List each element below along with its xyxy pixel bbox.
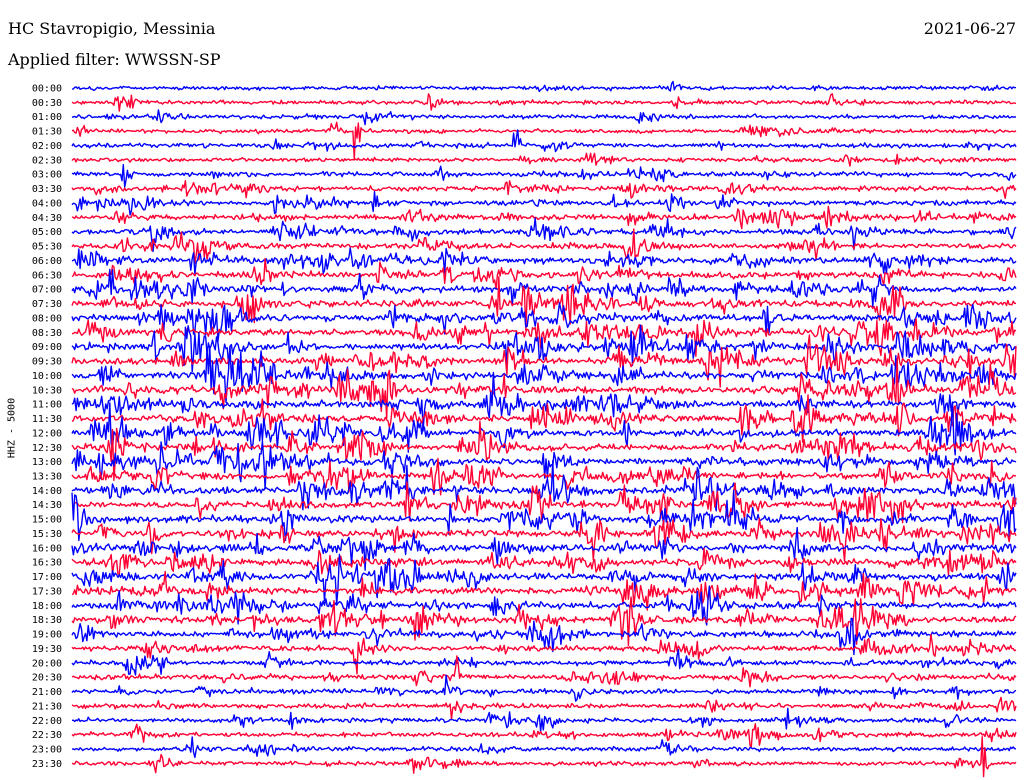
row-tick-label: 05:30 bbox=[32, 242, 62, 253]
row-tick-label: 13:30 bbox=[32, 471, 62, 482]
row-tick-label: 08:30 bbox=[32, 328, 62, 339]
row-tick-label: 10:00 bbox=[32, 371, 62, 382]
station-title: HC Stavropigio, Messinia bbox=[8, 19, 216, 38]
seismic-trace-row bbox=[71, 707, 1017, 733]
row-tick-label: 22:00 bbox=[32, 716, 62, 727]
seismic-trace-row bbox=[71, 163, 1017, 188]
seismic-trace-row bbox=[71, 371, 1017, 432]
row-tick-label: 09:00 bbox=[32, 342, 62, 353]
row-tick-label: 09:30 bbox=[32, 357, 62, 368]
seismic-trace-row bbox=[71, 345, 1017, 404]
seismic-trace-row bbox=[71, 205, 1017, 230]
row-tick-label: 02:00 bbox=[32, 141, 62, 152]
seismic-trace-row bbox=[71, 129, 1017, 153]
seismic-trace-row bbox=[71, 696, 1017, 720]
row-tick-label: 17:00 bbox=[32, 572, 62, 583]
seismic-trace-row bbox=[71, 481, 1017, 525]
row-tick-label: 10:30 bbox=[32, 385, 62, 396]
seismic-trace-row bbox=[71, 723, 1017, 748]
seismic-trace-row bbox=[71, 736, 1017, 759]
seismic-trace-row bbox=[71, 257, 1017, 290]
seismic-trace-row bbox=[71, 517, 1017, 562]
row-tick-label: 12:00 bbox=[32, 428, 62, 439]
row-tick-label: 21:30 bbox=[32, 701, 62, 712]
seismic-trace-row bbox=[71, 633, 1017, 675]
row-tick-label: 14:30 bbox=[32, 500, 62, 511]
seismic-trace-row bbox=[71, 247, 1017, 275]
seismic-trace-row bbox=[71, 596, 1017, 647]
seismic-trace-row bbox=[71, 268, 1017, 308]
seismic-trace-row bbox=[71, 736, 1017, 778]
row-tick-label: 19:30 bbox=[32, 644, 62, 655]
row-tick-label: 18:00 bbox=[32, 601, 62, 612]
seismic-trace-row bbox=[71, 674, 1017, 702]
seismic-trace-row bbox=[71, 217, 1017, 253]
seismic-trace-row bbox=[71, 648, 1017, 676]
seismic-trace-row bbox=[71, 401, 1017, 456]
seismic-trace-row bbox=[71, 570, 1017, 611]
seismic-trace-row bbox=[71, 489, 1017, 542]
row-tick-label: 18:30 bbox=[32, 615, 62, 626]
seismic-trace-row bbox=[71, 152, 1017, 167]
row-tick-label: 00:30 bbox=[32, 98, 62, 109]
row-tick-label: 12:30 bbox=[32, 443, 62, 454]
row-tick-label: 08:00 bbox=[32, 313, 62, 324]
row-tick-label: 15:30 bbox=[32, 529, 62, 540]
row-tick-label: 00:00 bbox=[32, 84, 62, 95]
seismic-trace-row bbox=[71, 460, 1017, 512]
row-tick-label: 14:00 bbox=[32, 486, 62, 497]
row-tick-label: 16:30 bbox=[32, 558, 62, 569]
row-tick-label: 06:30 bbox=[32, 270, 62, 281]
seismic-trace-row bbox=[71, 440, 1017, 490]
row-tick-label: 03:30 bbox=[32, 184, 62, 195]
seismic-trace-row bbox=[71, 526, 1017, 571]
row-tick-label: 23:30 bbox=[32, 759, 62, 770]
row-tick-label: 06:00 bbox=[32, 256, 62, 267]
row-tick-label: 03:00 bbox=[32, 170, 62, 181]
row-tick-label: 15:00 bbox=[32, 515, 62, 526]
row-tick-label: 11:00 bbox=[32, 400, 62, 411]
seismic-trace-row bbox=[71, 228, 1017, 265]
row-tick-label: 05:00 bbox=[32, 227, 62, 238]
row-tick-label: 23:00 bbox=[32, 745, 62, 756]
row-tick-label: 02:30 bbox=[32, 155, 62, 166]
seismic-trace-row bbox=[71, 585, 1017, 626]
seismic-trace-row bbox=[71, 420, 1017, 481]
row-tick-label: 19:00 bbox=[32, 630, 62, 641]
row-tick-label: 16:00 bbox=[32, 543, 62, 554]
seismic-trace-row bbox=[71, 121, 1017, 161]
row-tick-label: 04:30 bbox=[32, 213, 62, 224]
row-tick-label: 07:30 bbox=[32, 299, 62, 310]
row-tick-label: 22:30 bbox=[32, 730, 62, 741]
row-tick-label: 04:00 bbox=[32, 198, 62, 209]
filter-label: Applied filter: WWSSN-SP bbox=[8, 50, 221, 69]
row-tick-label: 01:30 bbox=[32, 127, 62, 138]
row-tick-label: 11:30 bbox=[32, 414, 62, 425]
seismic-trace-row bbox=[71, 394, 1017, 443]
row-tick-label: 01:00 bbox=[32, 112, 62, 123]
seismic-trace-row bbox=[71, 547, 1017, 576]
seismic-trace-row bbox=[71, 357, 1017, 420]
seismic-trace-row bbox=[71, 553, 1017, 605]
seismic-trace-row bbox=[71, 302, 1017, 343]
seismic-trace-row bbox=[71, 655, 1017, 688]
date-label: 2021-06-27 bbox=[923, 19, 1016, 38]
seismic-trace-row bbox=[71, 80, 1017, 93]
row-tick-label: 21:00 bbox=[32, 687, 62, 698]
row-tick-label: 20:00 bbox=[32, 658, 62, 669]
row-tick-label: 07:00 bbox=[32, 285, 62, 296]
seismic-trace-row bbox=[71, 191, 1017, 216]
row-tick-label: 13:00 bbox=[32, 457, 62, 468]
seismic-trace-row bbox=[71, 109, 1017, 126]
seismic-trace-row bbox=[71, 180, 1017, 199]
seismic-trace-row bbox=[71, 276, 1017, 331]
seismic-trace-row bbox=[71, 93, 1017, 112]
row-tick-label: 17:30 bbox=[32, 586, 62, 597]
seismic-trace-row bbox=[71, 457, 1017, 496]
seismic-trace-row bbox=[71, 617, 1017, 656]
seismic-trace-row bbox=[71, 318, 1017, 357]
row-tick-label: 20:30 bbox=[32, 673, 62, 684]
